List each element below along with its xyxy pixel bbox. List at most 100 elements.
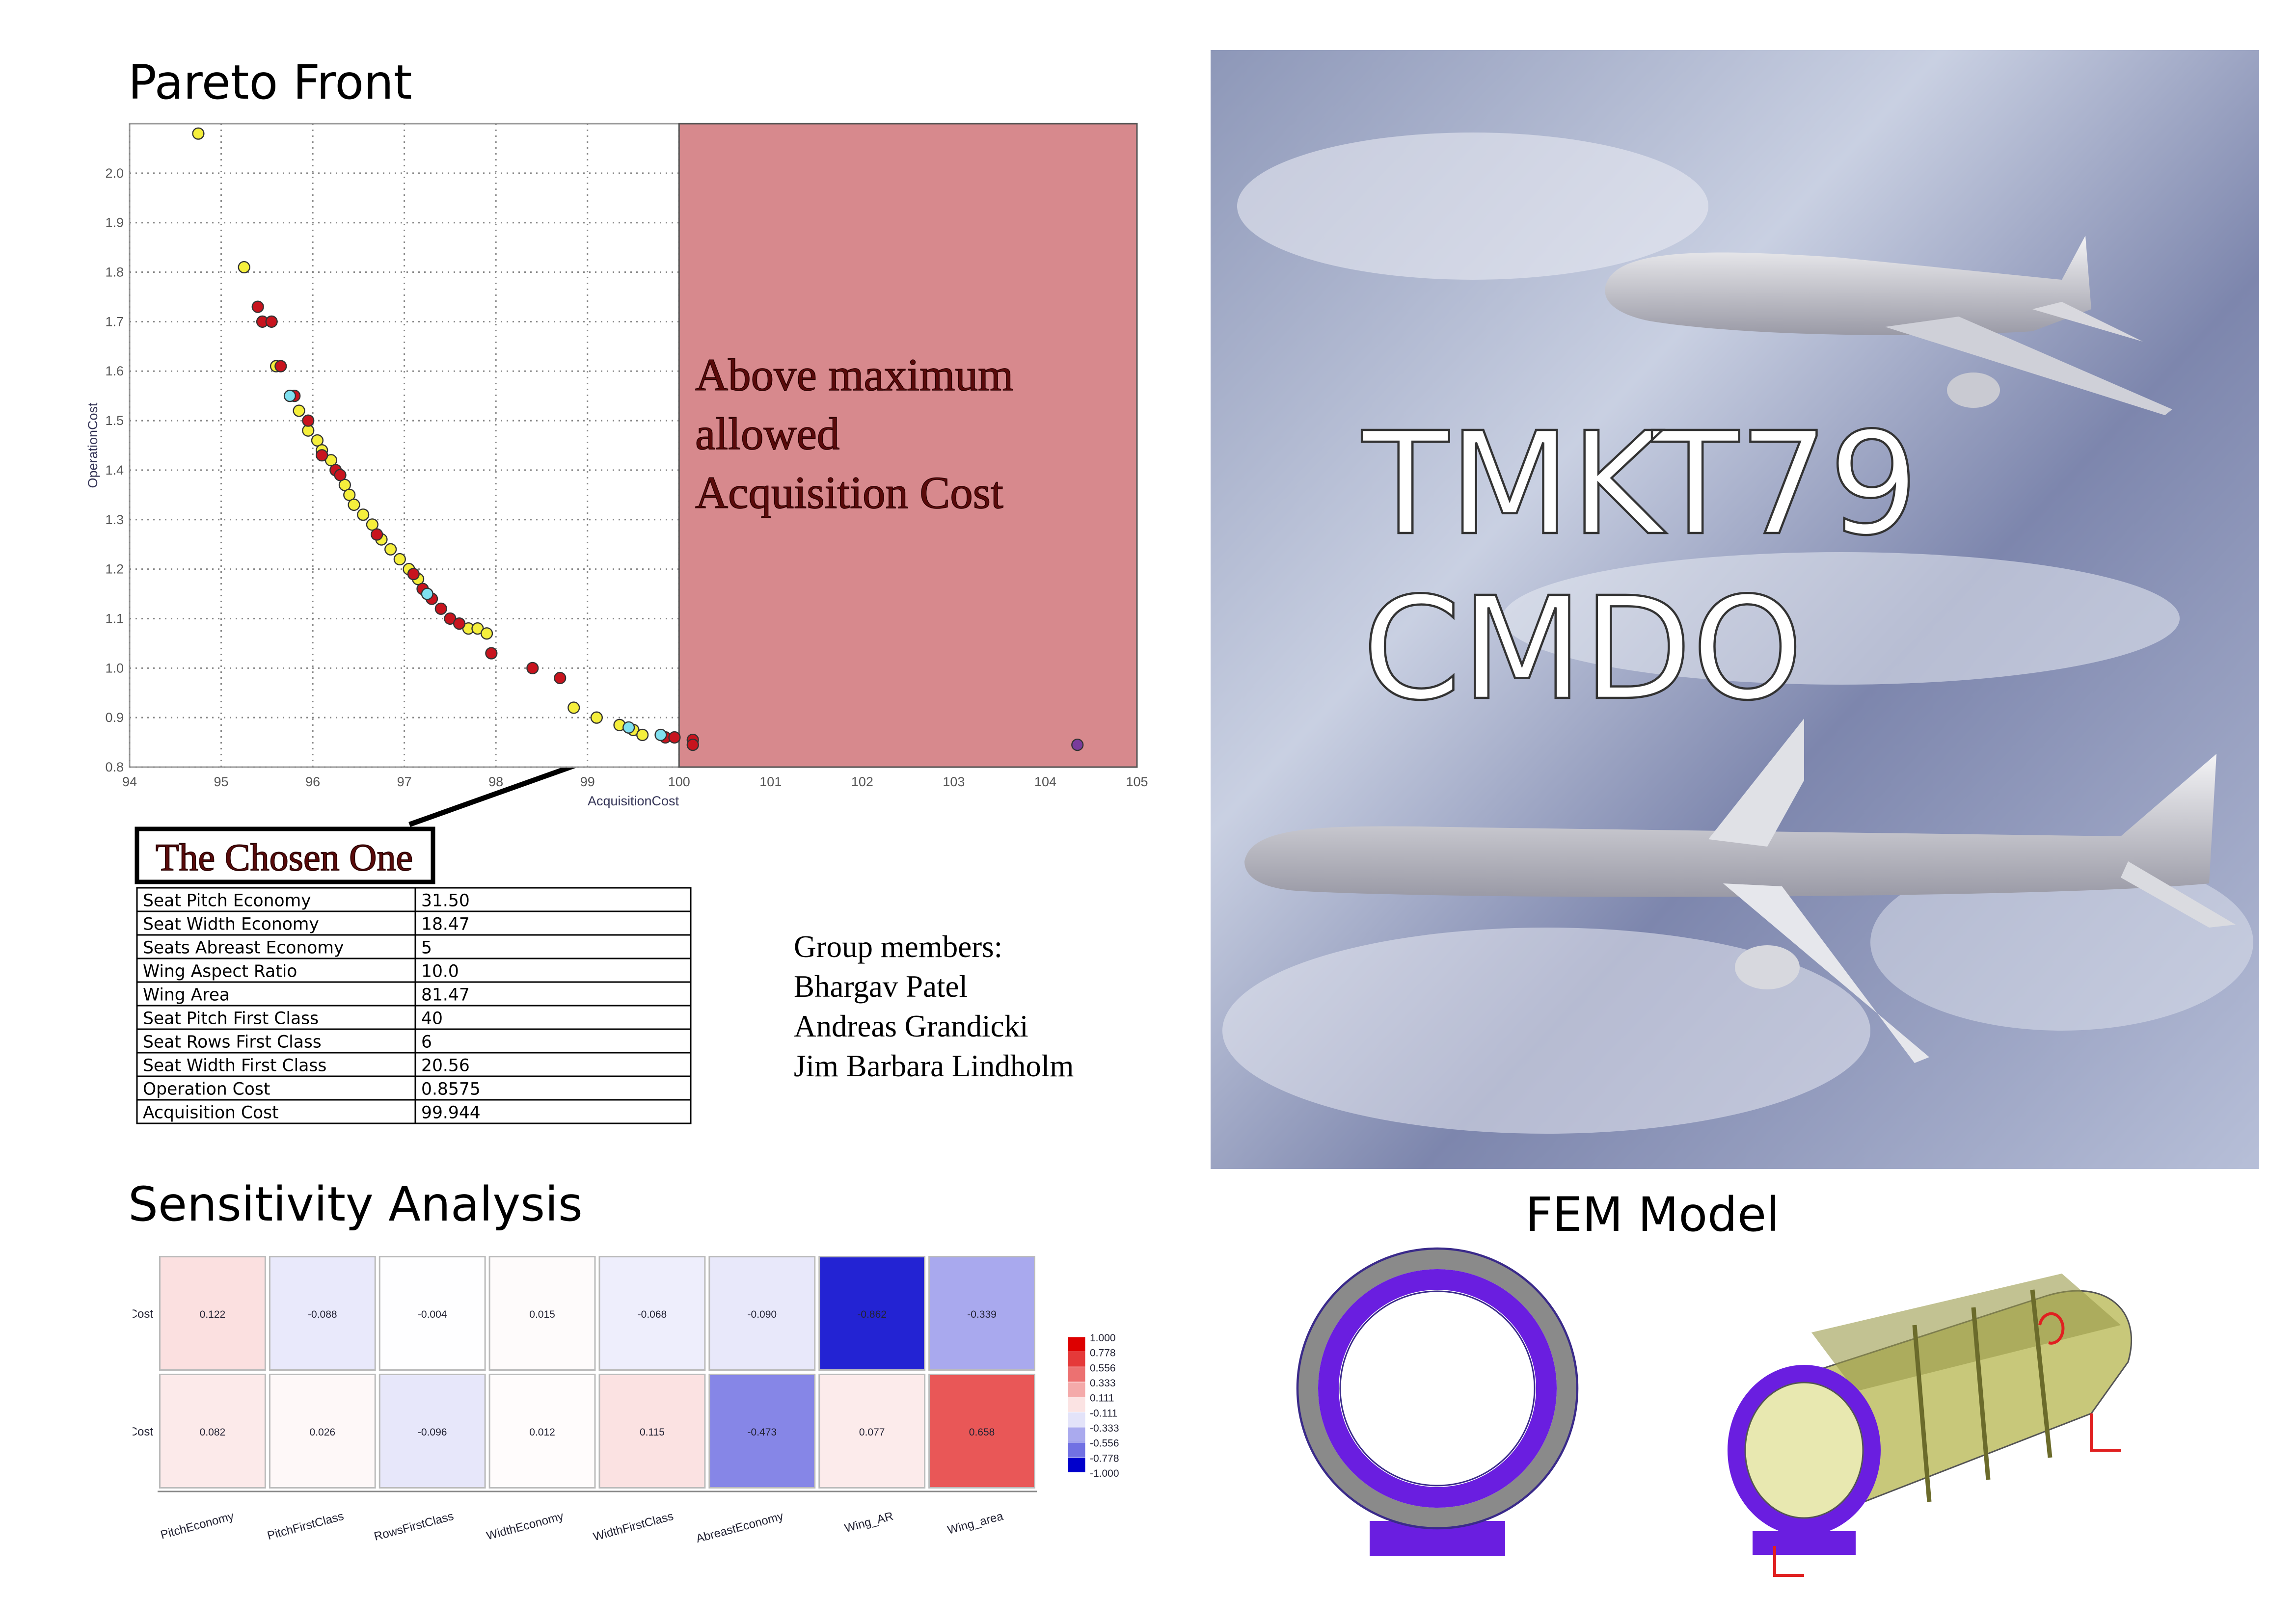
y-tick-label: 1.7 — [105, 314, 124, 329]
cell — [159, 1374, 266, 1489]
legend-label: 1.000 — [1090, 1332, 1116, 1344]
wing — [1723, 883, 1929, 1064]
point — [338, 479, 351, 491]
poster-title: TMKT79 — [1360, 402, 1919, 566]
table-row — [136, 1075, 692, 1101]
fuselage — [1244, 754, 2216, 897]
ring-inner — [1318, 1269, 1557, 1508]
point — [348, 498, 360, 511]
load-markers — [1773, 1312, 2121, 1577]
table-value: 0.8575 — [421, 1080, 481, 1099]
cell — [488, 1256, 596, 1371]
cloud — [1222, 928, 1870, 1134]
legend-swatch — [1067, 1352, 1086, 1367]
cylinder-top — [1811, 1274, 2121, 1392]
point — [622, 721, 635, 734]
table-label: Seat Pitch First Class — [143, 1009, 319, 1029]
point — [526, 662, 539, 674]
x-tick-label: 100 — [668, 774, 690, 789]
point — [554, 671, 567, 685]
cell — [928, 1374, 1035, 1489]
tail — [2121, 861, 2236, 928]
legend-swatch — [1067, 1457, 1086, 1473]
table-label: Wing Area — [143, 985, 230, 1005]
point — [265, 315, 278, 328]
x-tick-label: 99 — [580, 774, 595, 789]
point — [668, 731, 681, 744]
table-label: Acquisition Cost — [143, 1103, 279, 1123]
column-label: RowsFirstClass — [373, 1510, 455, 1543]
legend-label: 0.556 — [1090, 1362, 1116, 1374]
column-label: AbreastEconomy — [695, 1510, 785, 1545]
column-label: Wing_AR — [843, 1510, 895, 1535]
x-tick-label: 95 — [214, 774, 229, 789]
point — [407, 568, 420, 581]
cell-label: 0.077 — [859, 1427, 885, 1438]
legend-label: -1.000 — [1090, 1468, 1119, 1479]
y-tick-label: 0.9 — [105, 710, 124, 725]
table-value: 99.944 — [421, 1103, 481, 1123]
point — [293, 404, 305, 417]
x-tick-label: 104 — [1034, 774, 1056, 789]
x-tick-label: 96 — [305, 774, 320, 789]
point — [384, 543, 397, 556]
cloud — [1237, 133, 1708, 280]
plane-bottom — [1244, 718, 2236, 1064]
fem-ring — [1296, 1247, 1579, 1557]
y-tick-label: 1.1 — [105, 611, 124, 626]
section-title: Pareto Front — [128, 55, 412, 110]
y-tick-label: 0.8 — [105, 760, 124, 774]
point — [636, 728, 649, 742]
y-tick-label: 1.9 — [105, 215, 124, 230]
group-member: Bhargav Patel — [794, 969, 968, 1004]
scatter-chart: 94 95 96 97 98 99 100 101 102 103 104 105 0.8 0.9 1.0 1… — [85, 123, 1148, 808]
table-label: Wing Aspect Ratio — [143, 962, 297, 982]
cell — [159, 1256, 266, 1371]
cell-label: -0.862 — [857, 1309, 887, 1320]
cylinder-base — [1753, 1531, 1856, 1555]
y-axis-label: OperationCost — [85, 402, 100, 488]
fuselage — [1605, 236, 2091, 335]
fem-cylinder — [1728, 1274, 2133, 1577]
cell — [378, 1374, 486, 1489]
legend-swatch — [1067, 1427, 1086, 1443]
table-row — [136, 910, 692, 936]
chosen-title: The Chosen One — [156, 836, 413, 878]
point — [311, 434, 324, 447]
cell-label: -0.096 — [418, 1427, 447, 1438]
cell-label: -0.339 — [967, 1309, 997, 1320]
legend-swatch — [1067, 1397, 1086, 1412]
cell — [708, 1256, 816, 1371]
cylinder-frames — [1912, 1289, 2053, 1502]
legend-swatch — [1067, 1411, 1086, 1428]
cell — [269, 1256, 376, 1371]
legend-label: -0.556 — [1090, 1438, 1119, 1449]
table-label: Seat Pitch Economy — [143, 891, 311, 911]
column-label: WidthFirstClass — [592, 1510, 675, 1544]
x-tick-label: 98 — [488, 774, 503, 789]
point — [1071, 739, 1084, 751]
annotation: Above maximum — [695, 350, 1013, 400]
chosen-box — [135, 826, 435, 884]
group-member: Jim Barbara Lindholm — [794, 1049, 1074, 1083]
y-tick-label: 1.3 — [105, 512, 124, 527]
legend-swatch — [1067, 1442, 1086, 1458]
point — [393, 553, 406, 566]
table-value: 40 — [421, 1009, 443, 1029]
ring-edge — [1296, 1247, 1579, 1530]
y-tick-label: 1.4 — [105, 463, 124, 478]
point — [485, 647, 498, 660]
annotation: Acquisition Cost — [695, 468, 1003, 518]
y-tick-label: 1.2 — [105, 562, 124, 577]
cloud — [1502, 552, 2180, 685]
cell — [598, 1374, 706, 1489]
x-tick-label: 102 — [851, 774, 873, 789]
cell-label: 0.015 — [529, 1309, 555, 1320]
y-tick-label: 1.6 — [105, 364, 124, 378]
cell-label: 0.012 — [529, 1427, 555, 1438]
point — [590, 711, 603, 724]
point — [192, 127, 205, 140]
shaded-region — [678, 123, 1138, 768]
table-row — [136, 934, 692, 959]
